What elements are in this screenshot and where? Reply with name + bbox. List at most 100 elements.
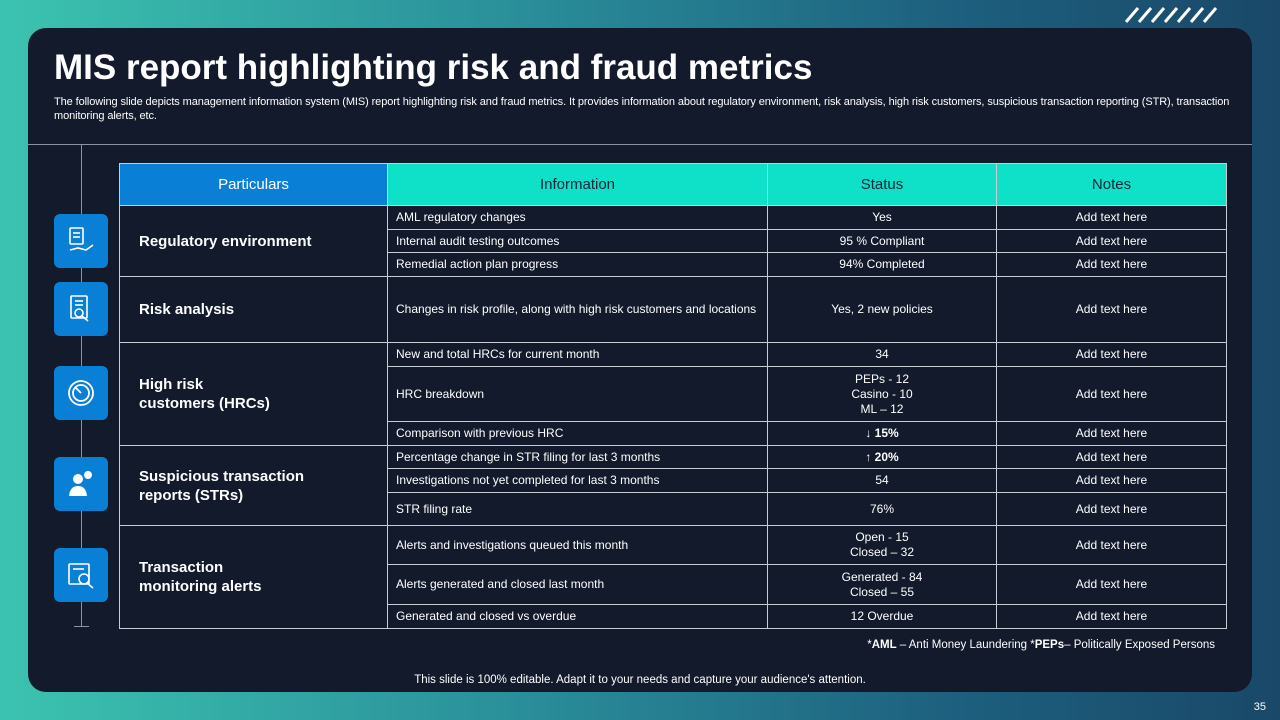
status-line: Yes [872,210,892,224]
status-line: 12 Overdue [850,609,914,623]
divider [28,144,1252,145]
information-cell: New and total HRCs for current month [387,342,768,367]
label-line: customers (HRCs) [139,395,270,412]
information-cell: Comparison with previous HRC [387,421,768,446]
icon [54,366,108,420]
information-cell: Alerts generated and closed last month [387,564,768,605]
column-header: Notes [996,163,1227,206]
icon [54,282,108,336]
label-line: Risk analysis [139,301,235,318]
column-header: Information [387,163,768,206]
status-line: PEPs - 12 [854,371,910,386]
notes-cell: Add text here [996,421,1227,446]
status-line: 34 [875,347,889,361]
information-cell: STR filing rate [387,492,768,526]
notes-cell: Add text here [996,252,1227,277]
table-row: Alerts generated and closed last month Ge… [120,564,1227,605]
notes-cell: Add text here [996,205,1227,230]
information-cell: Percentage change in STR filing for last… [387,445,768,469]
notes-cell: Add text here [996,229,1227,253]
status-line: ↓ 15% [865,426,899,440]
status-cell: 12 Overdue [767,604,997,629]
group-label: Suspicious transaction reports (STRs) [119,445,388,526]
notes-cell: Add text here [996,492,1227,526]
subtitle: The following slide depicts management i… [54,96,1230,122]
notes-cell: Add text here [996,468,1227,493]
label-line: Suspicious transaction [139,467,305,485]
footnote-part: * [867,639,872,651]
status-line: Yes, 2 new policies [831,302,933,316]
status-cell: ↑ 20% [767,445,997,469]
icon [54,214,108,268]
table-row: Transaction monitoring alerts Alerts and i… [119,525,1227,629]
status-line: Casino - 10 [851,386,913,401]
status-cell: Open - 15 Closed – 32 [767,525,997,565]
footnote-part: – Politically Exposed Persons [1064,639,1215,651]
notes-cell: Add text here [996,342,1227,367]
notes-cell: Add text here [996,276,1227,343]
footnote-part: – Anti Money Laundering * [896,639,1035,651]
status-cell: ↓ 15% [767,421,997,446]
table: Particulars Information Status Notes Regula… [119,163,1227,629]
status-cell: Generated - 84 Closed – 55 [767,564,997,605]
notes-cell: Add text here [996,604,1227,629]
header-row: Particulars Information Status Notes [119,163,1227,206]
notes-cell: Add text here [996,564,1227,605]
status-cell: Yes, 2 new policies [767,276,997,343]
table-row: Comparison with previous HRC ↓ 15% Add tex… [120,421,1227,446]
status-cell: 34 [767,342,997,367]
footer: This slide is 100% editable. Adapt it to… [414,674,866,686]
notes-cell: Add text here [996,525,1227,565]
notes-cell: Add text here [996,366,1227,422]
status-cell: 95 % Compliant [767,229,997,253]
status-cell: 94% Completed [767,252,997,277]
label-line: monitoring alerts [139,578,262,595]
table-row: Risk analysis Changes in risk profile, al… [119,276,1227,343]
status-cell: PEPs - 12 Casino - 10 ML – 12 [767,366,997,422]
information-cell: Remedial action plan progress [387,252,768,277]
group-label: High risk customers (HRCs) [119,342,388,446]
footnote-part: PEPs [1034,639,1065,651]
table-row: Regulatory environment AML regulatory cha… [119,205,1227,277]
icon [54,548,108,602]
status-cell: 76% [767,492,997,526]
status-line: 95 % Compliant [839,233,925,248]
information-cell: Changes in risk profile, along with high… [387,276,768,343]
status-line: ↑ 20% [865,449,899,464]
information-cell: AML regulatory changes [387,205,768,230]
information-cell: HRC breakdown [387,366,768,422]
information-cell: Investigations not yet completed for las… [387,468,768,493]
column-header: Particulars [119,163,388,206]
notes-cell: Add text here [996,445,1227,469]
group-label: Regulatory environment [119,205,388,277]
table-row: Internal audit testing outcomes 95 % Comp… [120,229,1227,253]
label-line: High risk [139,376,204,393]
table-row: Suspicious transaction reports (STRs) Perc… [119,445,1227,526]
table-row: STR filing rate 76% Add text here [120,492,1227,526]
status-line: 54 [875,473,889,487]
table-row: Remedial action plan progress 94% Complet… [120,252,1227,277]
title: MIS report highlighting risk and fraud m… [54,48,813,87]
status-line: Closed – 55 [849,584,915,599]
label-line: Regulatory environment [139,232,312,250]
footnote: *AML – Anti Money Laundering *PEPs– Poli… [867,639,1215,651]
table-row: HRC breakdown PEPs - 12 Casino - 10 ML – 12… [120,366,1227,422]
table-row: High risk customers (HRCs) New and total H… [119,342,1227,446]
page-number: 35 [1253,701,1266,713]
icon [54,457,108,511]
status-line: 76% [869,501,895,516]
status-line: Generated - 84 [841,569,923,584]
label-line: Transaction [139,559,224,576]
information-cell: Internal audit testing outcomes [387,229,768,253]
group-label: Risk analysis [119,276,388,343]
status-line: 94% Completed [839,257,925,271]
status-line: Closed – 32 [849,545,915,559]
decoration [1124,7,1218,23]
group-label: Transaction monitoring alerts [119,525,388,629]
timeline-end [74,626,89,627]
status-cell: Yes [767,205,997,230]
information-cell: Generated and closed vs overdue [387,604,768,629]
table-row: Investigations not yet completed for las… [120,468,1227,493]
status-line: ML – 12 [860,401,904,416]
